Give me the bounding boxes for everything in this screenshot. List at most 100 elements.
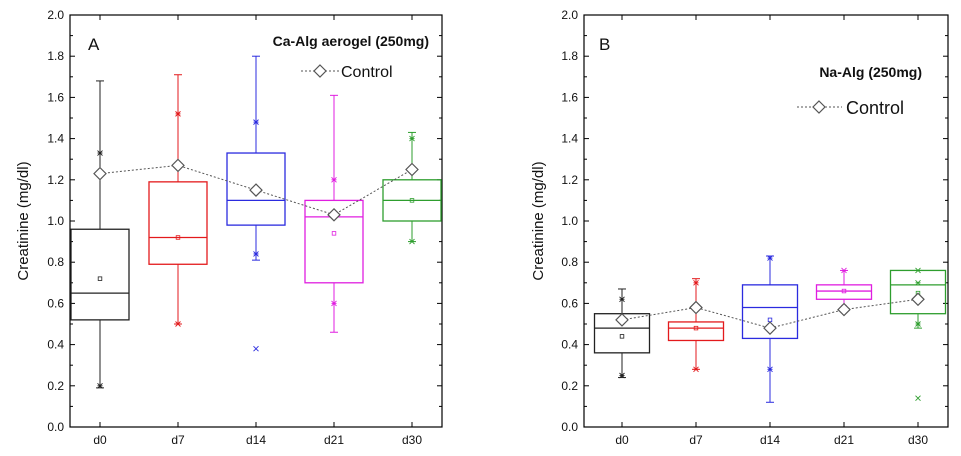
panel-b-box-d14 — [741, 255, 799, 403]
panel-a-x-tick-label: d14 — [246, 433, 266, 447]
panel-b-x-tick-label: d0 — [615, 433, 629, 447]
box-mean-marker — [619, 334, 625, 339]
panel-a-box-d0 — [70, 80, 130, 389]
panel-a-y-axis-title: Creatinine (mg/dl) — [15, 161, 32, 280]
panel-b-box-d30 — [889, 267, 947, 401]
panel-a-y-tick-label: 0.6 — [47, 296, 64, 310]
panel-a-y-tick-label: 1.2 — [47, 173, 64, 187]
box-p99-marker — [253, 119, 259, 125]
panel-b-legend: Control — [797, 98, 904, 118]
panel-b-y-tick-label: 0.8 — [561, 255, 578, 269]
marker-stroke — [915, 267, 921, 274]
panel-b-control-point — [837, 302, 851, 317]
box-body — [667, 321, 725, 342]
box-p99-marker — [409, 135, 415, 142]
box-outlier-marker — [253, 345, 259, 352]
panel-b-box-d7 — [667, 278, 725, 373]
box-p99-marker — [693, 279, 699, 286]
panel-a-legend-diamond — [313, 64, 327, 78]
panel-b-title: Na-Alg (250mg) — [819, 64, 922, 80]
box-body — [889, 269, 947, 315]
box-mean-marker — [97, 276, 103, 281]
panel-a-control-series — [93, 158, 419, 222]
box-p99-marker — [175, 111, 181, 117]
panel-b-box-d0 — [593, 288, 651, 379]
box-body — [70, 228, 130, 321]
panel-a-control-point — [93, 166, 107, 181]
box-p99-marker — [915, 279, 921, 286]
box-p1-marker — [619, 372, 625, 379]
panel-a-control-point — [327, 207, 341, 222]
box-p1-marker — [409, 238, 415, 245]
panel-a-y-tick-label: 1.4 — [47, 132, 64, 146]
box-body — [226, 152, 286, 226]
panel-a-control-point — [249, 183, 263, 197]
box-p1-marker — [767, 366, 773, 373]
panel-b-y-tick-label: 1.6 — [561, 90, 578, 104]
panel-a-y-tick-label: 0.4 — [47, 338, 64, 352]
box-body — [741, 284, 799, 340]
box-p99-marker — [331, 176, 337, 183]
panel-b: B Na-Alg (250mg) Control Creatinine (mg/… — [530, 8, 949, 447]
panel-b-control-series — [615, 292, 925, 335]
panel-b-y-tick-label: 0.4 — [561, 338, 578, 352]
panel-b-x-tick-label: d21 — [834, 433, 854, 447]
marker-stroke — [915, 395, 921, 401]
box-mean-marker — [409, 198, 415, 203]
marker-stroke — [253, 345, 259, 352]
box-body — [304, 199, 364, 284]
panel-a-title: Ca-Alg aerogel (250mg) — [273, 33, 429, 49]
box-p1-marker — [915, 321, 921, 327]
box-body — [815, 284, 873, 300]
panel-b-control-point — [689, 300, 703, 315]
panel-b-legend-diamond — [812, 100, 826, 114]
panel-b-x-tick-label: d7 — [689, 433, 703, 447]
panel-b-control-line — [621, 298, 919, 329]
panel-b-y-tick-label: 0.0 — [561, 420, 578, 434]
box-p99-marker — [97, 150, 103, 156]
panel-b-y-tick-label: 1.0 — [561, 214, 578, 228]
box-p1-marker — [693, 366, 699, 373]
box-p1-marker — [331, 300, 337, 307]
panel-a-x-tick-label: d30 — [402, 433, 422, 447]
panel-a-label: A — [88, 35, 100, 54]
panel-b-control-point — [763, 321, 777, 335]
box-body — [148, 181, 208, 265]
box-mean-marker — [331, 231, 337, 236]
panel-a-axis-ticks: 0.0 0.2 0.4 0.6 0.8 1.0 1.2 1.4 1.6 1.8 2.0 d0 d7 d14… — [47, 8, 442, 447]
box-p1-marker — [175, 321, 181, 327]
panel-a-box-d30 — [382, 131, 442, 245]
box-p99-marker — [619, 296, 625, 303]
panel-b-axis-ticks: 0.0 0.2 0.4 0.6 0.8 1.0 1.2 1.4 1.6 1.8 2.0 d0 d7 d14… — [561, 8, 948, 447]
panel-a-y-tick-label: 2.0 — [47, 8, 64, 22]
panel-b-x-tick-label: d30 — [908, 433, 928, 447]
panel-a-x-tick-label: d7 — [171, 433, 185, 447]
panel-a-y-tick-label: 1.6 — [47, 90, 64, 104]
panel-a-y-tick-label: 1.0 — [47, 214, 64, 228]
panel-a-y-tick-label: 0.0 — [47, 420, 64, 434]
panel-a-boxes — [70, 55, 442, 389]
panel-a-legend: Control — [301, 64, 393, 81]
panel-a-control-point — [405, 162, 419, 177]
box-p1-marker — [97, 382, 103, 389]
panel-a: A Ca-Alg aerogel (250mg) Control Creatin… — [15, 8, 443, 447]
panel-a-y-tick-label: 0.8 — [47, 255, 64, 269]
panel-a-y-tick-label: 1.8 — [47, 49, 64, 63]
panel-a-y-tick-label: 0.2 — [47, 379, 64, 393]
panel-b-y-tick-label: 1.2 — [561, 173, 578, 187]
panel-b-y-tick-label: 0.2 — [561, 379, 578, 393]
box-outlier-marker — [915, 395, 921, 401]
panel-b-x-tick-label: d14 — [760, 433, 780, 447]
panel-b-y-tick-label: 2.0 — [561, 8, 578, 22]
box-mean-marker — [693, 325, 699, 331]
panel-a-x-tick-label: d21 — [324, 433, 344, 447]
panel-b-legend-label: Control — [846, 98, 904, 118]
panel-b-y-axis-title: Creatinine (mg/dl) — [530, 161, 547, 280]
box-mean-marker — [767, 317, 773, 323]
panel-b-y-tick-label: 1.4 — [561, 132, 578, 146]
box-mean-marker — [841, 288, 847, 294]
panel-a-control-point — [171, 158, 185, 173]
panel-a-x-tick-label: d0 — [93, 433, 107, 447]
panel-a-legend-label: Control — [341, 64, 393, 81]
